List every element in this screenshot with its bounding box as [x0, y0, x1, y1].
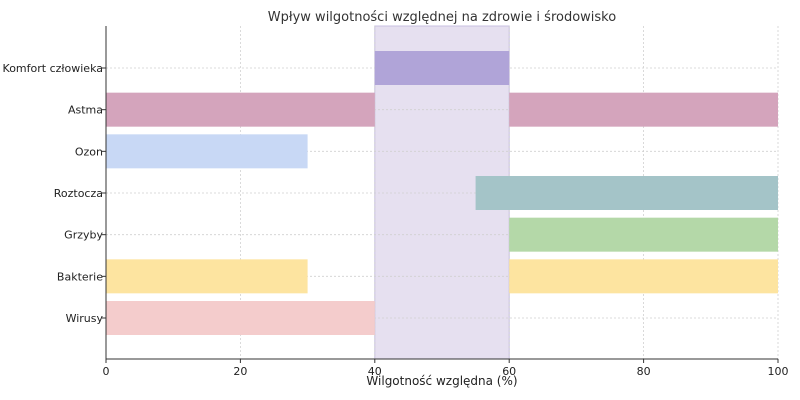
axes-layer	[102, 26, 779, 363]
category-label: Grzyby	[64, 229, 103, 242]
chart-title: Wpływ wilgotności względnej na zdrowie i…	[268, 10, 616, 25]
range-bar	[106, 259, 308, 294]
range-bar	[509, 259, 778, 294]
x-tick-label: 100	[768, 365, 789, 378]
x-tick-label: 80	[637, 365, 651, 378]
category-label: Roztocza	[54, 187, 103, 200]
category-label: Bakterie	[57, 270, 103, 283]
bars-layer	[106, 51, 778, 335]
range-bar	[374, 51, 510, 85]
category-label: Astma	[68, 104, 103, 117]
category-label: Komfort człowieka	[3, 62, 103, 75]
category-label: Ozon	[75, 145, 103, 158]
range-bar	[475, 176, 778, 210]
x-tick-label: 60	[502, 365, 516, 378]
range-bar	[509, 217, 778, 252]
range-bar	[106, 301, 375, 335]
range-bar	[106, 134, 308, 169]
x-axis-title: Wilgotność względna (%)	[366, 374, 517, 388]
labels-layer: 0 20 40 60 80 100 Komfort człowieka Astma Ozon Ro…	[3, 62, 789, 378]
category-label: Wirusy	[66, 312, 104, 325]
x-tick-label: 0	[103, 365, 110, 378]
range-bar	[509, 92, 778, 127]
x-tick-label: 40	[368, 365, 382, 378]
range-bar	[106, 92, 375, 127]
x-tick-label: 20	[233, 365, 247, 378]
